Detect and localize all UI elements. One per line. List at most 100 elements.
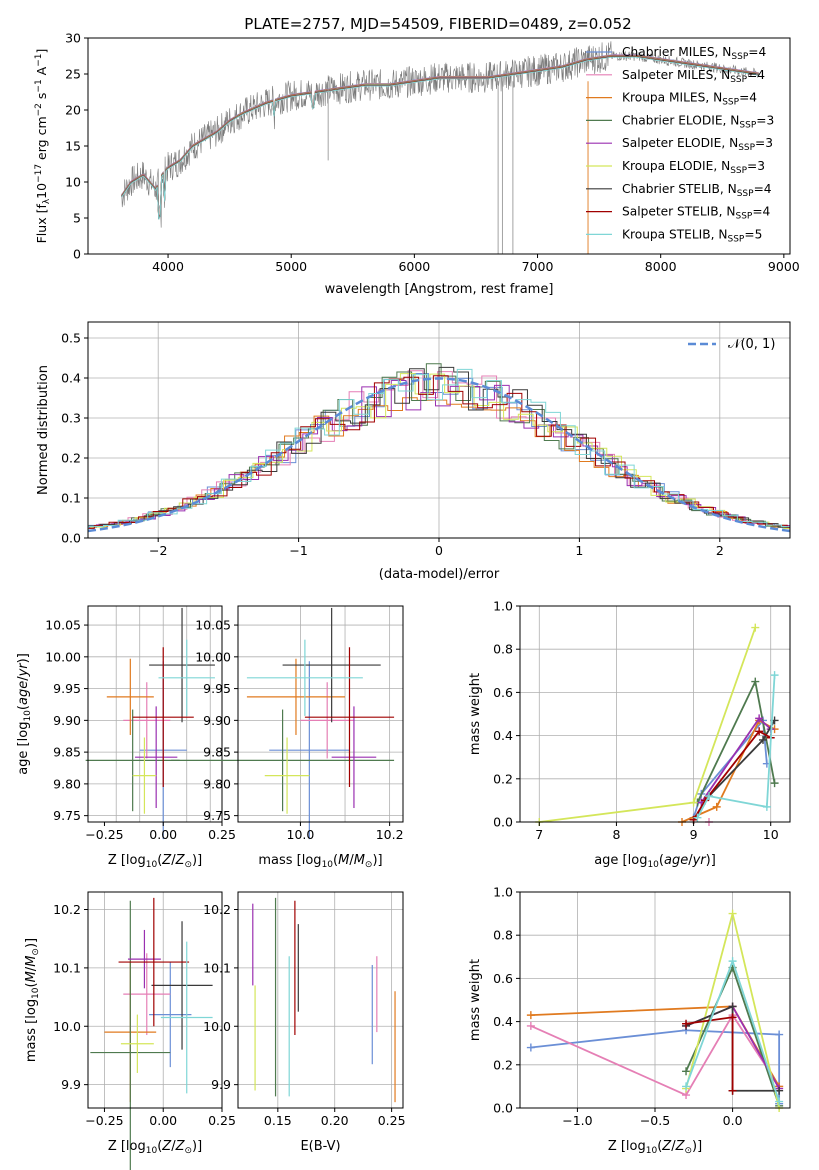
observed-spectrum-line bbox=[120, 41, 760, 228]
y-tick-label: 15 bbox=[65, 139, 81, 154]
y-tick-label: 0.2 bbox=[61, 451, 81, 466]
model-spectrum-line bbox=[121, 56, 759, 220]
x-tick-label: −0.5 bbox=[640, 1113, 670, 1128]
x-tick-label: 10 bbox=[763, 827, 779, 842]
x-axis-label: (data-model)/error bbox=[379, 567, 500, 582]
weight-marker bbox=[728, 1002, 737, 1011]
y-tick-label: 10.0 bbox=[203, 1019, 231, 1034]
x-tick-label: 7000 bbox=[522, 259, 554, 274]
y-tick-label: 1.0 bbox=[493, 885, 513, 900]
weight-marker bbox=[705, 792, 713, 801]
y-tick-label: 0.6 bbox=[493, 685, 513, 700]
y-tick-label: 9.95 bbox=[53, 681, 81, 696]
x-axis-label: Z [log10(Z/Z⊙)] bbox=[108, 1139, 202, 1156]
y-tick-label: 10 bbox=[65, 175, 81, 190]
plot-frame bbox=[237, 891, 404, 1109]
spectrum-panel: 4000 5000 6000 7000 8000 9000 0 5 10 15 20 25 30 wave… bbox=[34, 31, 800, 298]
x-axis-label: E(B-V) bbox=[300, 1139, 340, 1154]
weight-marker bbox=[759, 735, 767, 744]
weight-marker bbox=[682, 1019, 691, 1028]
weight-marker bbox=[682, 1082, 691, 1091]
weight-marker bbox=[728, 957, 737, 966]
weight-marker bbox=[693, 813, 702, 822]
x-tick-label: 0.0 bbox=[723, 1113, 743, 1128]
x-tick-label: 0.15 bbox=[264, 1113, 292, 1128]
mass_vs_Z-panel: −0.25 0.00 0.25 9.9 10.0 10.1 10.2 Z [log10(Z/Z… bbox=[24, 891, 236, 1170]
y-axis-label: mass weight bbox=[468, 959, 483, 1041]
weight-marker bbox=[728, 1086, 737, 1095]
x-tick-label: 0.00 bbox=[149, 1113, 177, 1128]
legend-label: Chabrier MILES, NSSP=4 bbox=[622, 45, 766, 62]
weight-line bbox=[692, 730, 772, 821]
y-tick-label: 10.00 bbox=[195, 649, 231, 664]
legend-label: Kroupa MILES, NSSP=4 bbox=[622, 91, 757, 108]
x-tick-label: −0.25 bbox=[85, 1113, 123, 1128]
x-tick-label: 0 bbox=[435, 543, 443, 558]
x-axis-label: Z [log10(Z/Z⊙)] bbox=[108, 853, 202, 870]
x-tick-label: −1 bbox=[289, 543, 307, 558]
weight-marker bbox=[770, 671, 779, 680]
x-tick-label: 9000 bbox=[768, 259, 800, 274]
y-tick-label: 0.2 bbox=[493, 1057, 513, 1072]
y-axis-label: mass weight bbox=[468, 673, 483, 755]
y-tick-label: 10.0 bbox=[53, 1019, 81, 1034]
x-tick-label: 10.0 bbox=[287, 827, 315, 842]
spectrum-lines bbox=[120, 41, 760, 254]
y-tick-label: 0.2 bbox=[493, 771, 513, 786]
y-tick-label: 0.4 bbox=[493, 1014, 513, 1029]
weight-marker bbox=[755, 727, 764, 736]
x-tick-label: 6000 bbox=[398, 259, 430, 274]
weight-marker bbox=[762, 802, 771, 811]
legend-label: 𝒩(0, 1) bbox=[728, 337, 775, 352]
y-axis-label: age [log10(age/yr)] bbox=[16, 653, 33, 775]
weight-marker bbox=[712, 802, 721, 811]
weight-line bbox=[530, 1013, 780, 1097]
y-tick-label: 0.0 bbox=[493, 815, 513, 830]
y-axis-label: mass [log10(M/M⊙)] bbox=[24, 938, 41, 1062]
weight-line bbox=[696, 675, 776, 819]
normal-reference-curve bbox=[88, 377, 790, 533]
weight-marker bbox=[728, 1013, 737, 1022]
y-tick-label: 0.8 bbox=[493, 928, 513, 943]
weight-marker bbox=[526, 1043, 535, 1052]
spectrum-legend: Chabrier MILES, NSSP=4 Salpeter MILES, NS… bbox=[586, 45, 774, 244]
x-tick-label: 0.25 bbox=[378, 1113, 406, 1128]
y-tick-label: 0.0 bbox=[61, 531, 81, 546]
y-tick-label: 0.0 bbox=[493, 1101, 513, 1116]
x-tick-label: −1.0 bbox=[562, 1113, 592, 1128]
y-tick-label: 9.75 bbox=[53, 808, 81, 823]
x-tick-label: 10.2 bbox=[376, 827, 404, 842]
x-tick-label: 0.00 bbox=[149, 827, 177, 842]
y-tick-label: 0.8 bbox=[493, 642, 513, 657]
histogram-step bbox=[88, 373, 790, 530]
legend-label: Kroupa ELODIE, NSSP=3 bbox=[622, 159, 765, 176]
legend-label: Salpeter STELIB, NSSP=4 bbox=[622, 205, 771, 222]
y-tick-label: 10.1 bbox=[53, 960, 81, 975]
weight-marker bbox=[770, 779, 779, 788]
y-tick-label: 9.85 bbox=[203, 745, 231, 760]
histogram-step bbox=[88, 368, 790, 529]
y-tick-label: 0 bbox=[73, 247, 81, 262]
x-tick-label: 9 bbox=[690, 827, 698, 842]
x-tick-label: 2 bbox=[716, 543, 724, 558]
x-tick-label: −2 bbox=[149, 543, 167, 558]
age_vs_mass-panel: 10.0 10.2 9.75 9.80 9.85 9.90 9.95 10.00 10.05 ma… bbox=[171, 605, 404, 870]
y-tick-label: 9.80 bbox=[53, 776, 81, 791]
y-tick-label: 1.0 bbox=[493, 599, 513, 614]
x-axis-label: age [log10(age/yr)] bbox=[594, 853, 716, 870]
x-tick-label: 4000 bbox=[152, 259, 184, 274]
weight-marker bbox=[755, 714, 764, 723]
histogram-step bbox=[88, 363, 790, 528]
y-tick-label: 10.05 bbox=[45, 618, 81, 633]
x-tick-label: 0.20 bbox=[321, 1113, 349, 1128]
y-tick-label: 25 bbox=[65, 67, 81, 82]
x-tick-label: −0.25 bbox=[85, 827, 123, 842]
y-tick-label: 10.2 bbox=[203, 902, 231, 917]
residual-histograms bbox=[88, 363, 790, 533]
y-tick-label: 0.4 bbox=[61, 371, 81, 386]
y-tick-label: 10.00 bbox=[45, 649, 81, 664]
x-tick-label: 0.25 bbox=[208, 1113, 236, 1128]
weight_vs_age-panel: 7 8 9 10 0.0 0.2 0.4 0.6 0.8 1.0 age [log10(age/yr… bbox=[468, 599, 791, 870]
y-tick-label: 9.95 bbox=[203, 681, 231, 696]
